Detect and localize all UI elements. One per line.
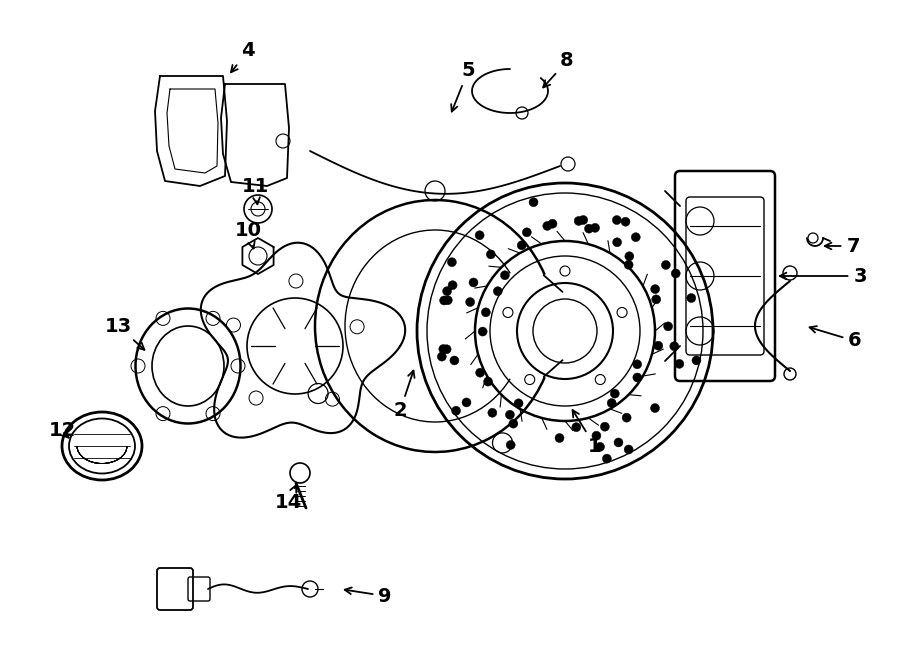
Circle shape (447, 258, 456, 266)
Circle shape (439, 296, 448, 305)
Circle shape (625, 252, 634, 261)
Text: 9: 9 (345, 586, 392, 605)
Circle shape (612, 215, 621, 225)
Circle shape (662, 260, 670, 270)
Circle shape (500, 271, 509, 280)
Circle shape (590, 223, 599, 233)
Circle shape (442, 345, 451, 354)
Circle shape (687, 293, 696, 303)
Circle shape (602, 454, 611, 463)
Text: 14: 14 (274, 485, 302, 512)
Circle shape (450, 356, 459, 365)
Text: 6: 6 (810, 326, 862, 350)
Circle shape (631, 233, 640, 242)
Circle shape (444, 295, 453, 305)
Text: 12: 12 (49, 422, 76, 440)
Circle shape (506, 410, 515, 419)
Circle shape (555, 434, 564, 442)
Circle shape (653, 341, 662, 350)
Text: 8: 8 (544, 52, 574, 87)
Circle shape (469, 278, 478, 287)
Circle shape (613, 238, 622, 247)
Circle shape (508, 419, 518, 428)
Circle shape (596, 442, 605, 451)
Circle shape (633, 360, 642, 369)
Circle shape (584, 224, 593, 233)
Circle shape (675, 360, 684, 368)
Circle shape (514, 399, 523, 408)
Circle shape (543, 221, 552, 231)
Circle shape (439, 344, 448, 354)
Circle shape (625, 445, 634, 454)
Text: 11: 11 (241, 176, 268, 204)
Circle shape (622, 413, 631, 422)
Circle shape (663, 322, 672, 331)
Circle shape (671, 269, 680, 278)
Text: 3: 3 (779, 266, 867, 286)
Circle shape (493, 287, 502, 295)
Text: 7: 7 (824, 237, 859, 256)
Circle shape (482, 308, 490, 317)
Circle shape (548, 219, 557, 228)
Circle shape (614, 438, 623, 447)
Circle shape (600, 422, 609, 431)
Circle shape (652, 295, 661, 304)
Circle shape (483, 377, 492, 386)
Circle shape (572, 422, 580, 432)
Circle shape (475, 368, 484, 377)
Circle shape (478, 327, 487, 336)
Text: 10: 10 (235, 221, 262, 249)
Circle shape (462, 398, 471, 407)
Circle shape (465, 297, 474, 307)
Circle shape (437, 352, 446, 361)
Circle shape (651, 285, 660, 293)
Circle shape (624, 260, 633, 269)
Circle shape (692, 356, 701, 365)
Circle shape (592, 431, 601, 440)
Circle shape (443, 287, 452, 295)
Circle shape (621, 217, 630, 226)
Circle shape (579, 215, 588, 225)
Circle shape (452, 407, 461, 415)
Circle shape (518, 241, 526, 250)
Text: 13: 13 (104, 317, 144, 350)
Circle shape (522, 228, 531, 237)
Circle shape (475, 231, 484, 240)
Text: 4: 4 (231, 42, 255, 72)
Text: 1: 1 (572, 410, 602, 455)
Circle shape (488, 408, 497, 417)
Circle shape (506, 440, 515, 449)
Circle shape (610, 389, 619, 398)
Circle shape (633, 373, 642, 382)
Circle shape (670, 342, 679, 351)
Circle shape (486, 250, 495, 259)
Circle shape (651, 404, 660, 412)
Circle shape (574, 216, 583, 225)
Circle shape (608, 399, 616, 408)
Text: 2: 2 (393, 371, 415, 420)
Text: 5: 5 (451, 61, 475, 112)
Circle shape (448, 281, 457, 290)
Circle shape (529, 198, 538, 207)
